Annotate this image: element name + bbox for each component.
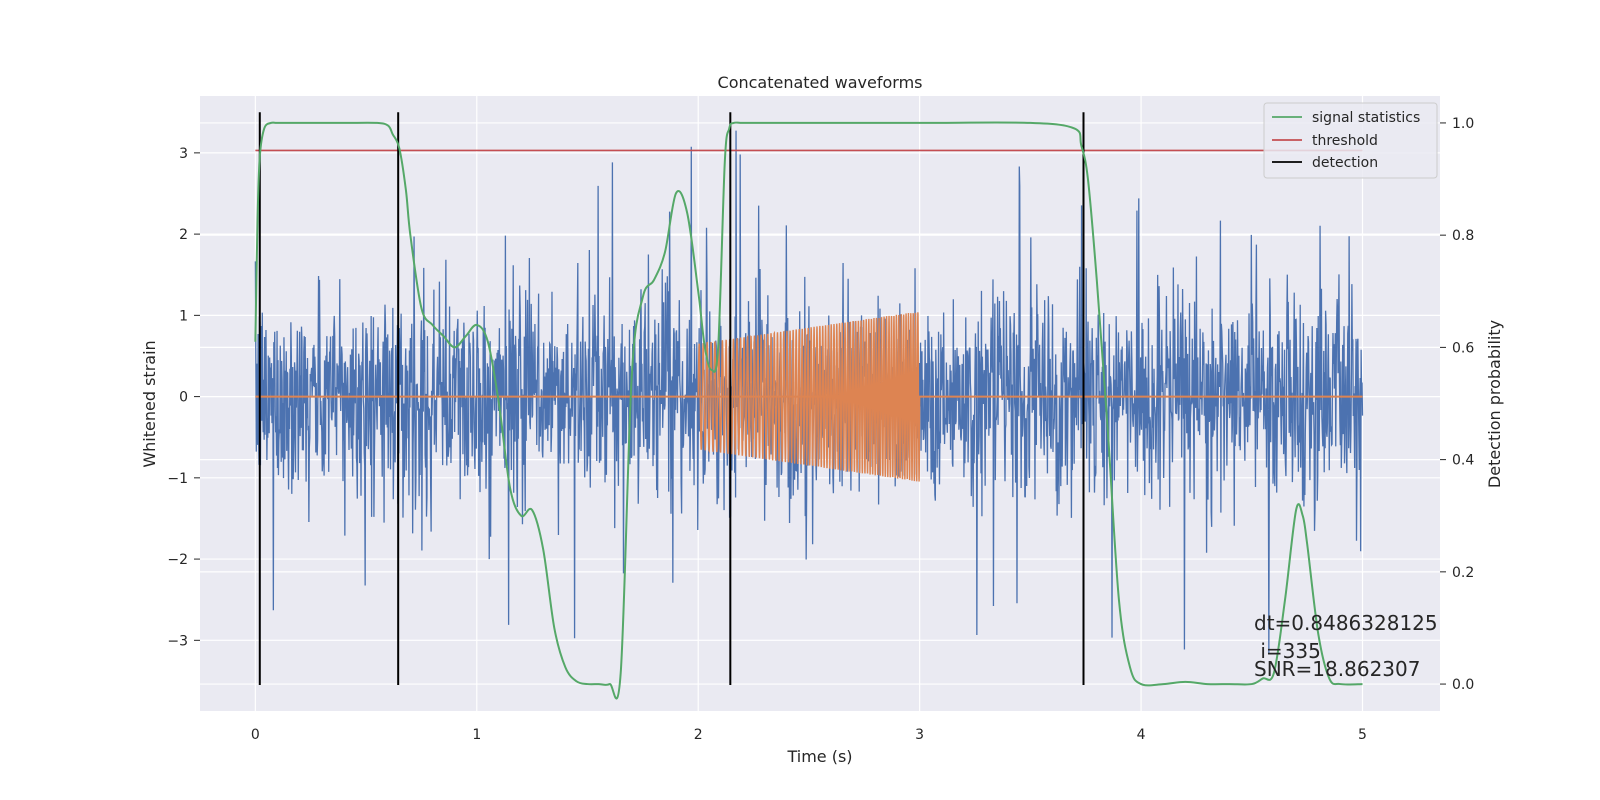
x-axis-label: Time (s) [786, 747, 852, 766]
series-strain [254, 130, 1364, 654]
x-tick-label: 5 [1358, 727, 1367, 743]
annotations: dt=0.8486328125 i=335 SNR=18.862307 [1254, 611, 1438, 681]
legend-label-detection: detection [1312, 155, 1378, 171]
y-axis-ticks: −3 −2 −1 0 1 2 3 [167, 146, 200, 649]
annotation-snr: SNR=18.862307 [1254, 657, 1420, 681]
y2-axis-ticks: 0.0 0.2 0.4 0.6 0.8 1.0 [1440, 116, 1474, 693]
y-tick-label: −3 [167, 633, 188, 649]
y-axis-label: Whitened strain [140, 340, 159, 467]
y2-tick-label: 0.0 [1452, 677, 1474, 693]
signal-statistics-line [254, 121, 1363, 700]
y-tick-label: 1 [179, 308, 188, 324]
annotation-dt: dt=0.8486328125 [1254, 611, 1438, 635]
legend-label-threshold: threshold [1312, 133, 1378, 149]
y-tick-label: 3 [179, 146, 188, 162]
x-axis-ticks: 0 1 2 3 4 5 [251, 727, 1367, 743]
plot-area [254, 112, 1364, 700]
x-tick-label: 4 [1137, 727, 1146, 743]
x-tick-label: 1 [472, 727, 481, 743]
series-detection [258, 112, 1085, 686]
x-tick-label: 3 [915, 727, 924, 743]
y2-tick-label: 0.8 [1452, 228, 1474, 244]
annotation-index: i=335 [1254, 639, 1321, 663]
waveform-line [697, 312, 921, 482]
y2-tick-label: 1.0 [1452, 116, 1474, 132]
y-tick-label: 2 [179, 227, 188, 243]
y2-tick-label: 0.2 [1452, 565, 1474, 581]
legend-label-signal-statistics: signal statistics [1312, 110, 1420, 126]
series-waveform [255, 312, 1363, 482]
legend-box [1263, 102, 1438, 179]
y-tick-label: −2 [167, 552, 188, 568]
y2-tick-label: 0.4 [1452, 453, 1474, 469]
y2-axis-label: Detection probability [1485, 320, 1504, 488]
chart-title: Concatenated waveforms [718, 73, 923, 92]
y2-tick-label: 0.6 [1452, 340, 1474, 356]
strain-line [254, 130, 1364, 654]
x-tick-label: 2 [694, 727, 703, 743]
x-tick-label: 0 [251, 727, 260, 743]
series-signal-statistics [254, 121, 1363, 700]
y-tick-label: 0 [179, 390, 188, 406]
y-tick-label: −1 [167, 471, 188, 487]
legend: signal statistics threshold detection [1263, 102, 1438, 179]
